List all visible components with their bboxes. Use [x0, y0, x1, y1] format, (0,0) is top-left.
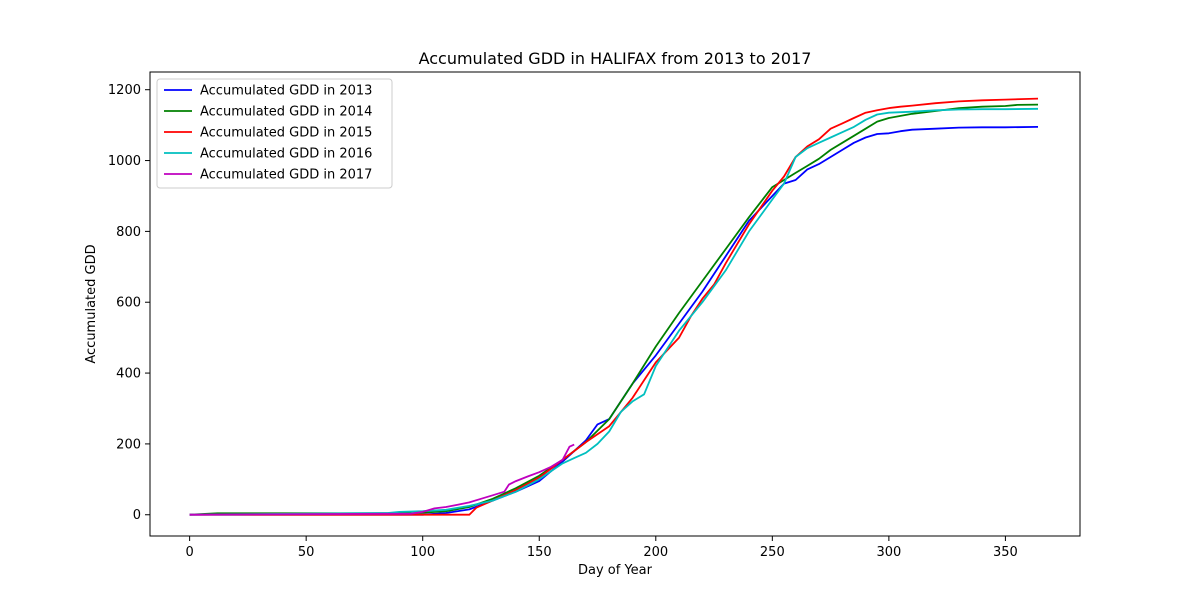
series-line-2: [189, 103, 1039, 516]
legend-label-5: Accumulated GDD in 2017: [200, 168, 372, 183]
y-tick-label: 1000: [108, 154, 141, 169]
y-tick-label: 1200: [108, 83, 141, 98]
chart-title: Accumulated GDD in HALIFAX from 2013 to …: [419, 49, 812, 68]
x-tick-label: 350: [993, 545, 1018, 560]
series-line-1: [189, 126, 1039, 516]
plot-frame: [149, 71, 1081, 537]
y-tick-label: 200: [116, 437, 141, 452]
legend-label-1: Accumulated GDD in 2013: [200, 84, 372, 99]
y-tick-label: 600: [116, 296, 141, 311]
x-axis-ticks: 0 50 100 150 200 250 300 350: [185, 536, 1018, 560]
y-tick-label: 400: [116, 367, 141, 382]
x-tick-label: 300: [876, 545, 901, 560]
x-tick-label: 150: [527, 545, 552, 560]
x-tick-label: 0: [185, 545, 193, 560]
y-axis-label: Accumulated GDD: [84, 244, 99, 363]
legend-label-3: Accumulated GDD in 2015: [200, 126, 372, 141]
y-axis-ticks: 0 200 400 600 800 1000 1200: [108, 83, 150, 523]
legend-label-2: Accumulated GDD in 2014: [200, 105, 372, 120]
legend-label-4: Accumulated GDD in 2016: [200, 147, 372, 162]
x-tick-label: 100: [410, 545, 435, 560]
series-layer: [189, 97, 1039, 516]
x-tick-label: 50: [298, 545, 315, 560]
x-tick-label: 250: [760, 545, 785, 560]
series-line-3: [189, 97, 1039, 516]
legend: Accumulated GDD in 2013 Accumulated GDD i…: [156, 78, 393, 189]
series-line-5: [189, 443, 575, 516]
y-tick-label: 800: [116, 225, 141, 240]
series-line-4: [189, 107, 1039, 516]
x-axis-label: Day of Year: [578, 563, 653, 578]
legend-box: [156, 78, 393, 189]
y-tick-label: 0: [133, 508, 141, 523]
x-tick-label: 200: [643, 545, 668, 560]
